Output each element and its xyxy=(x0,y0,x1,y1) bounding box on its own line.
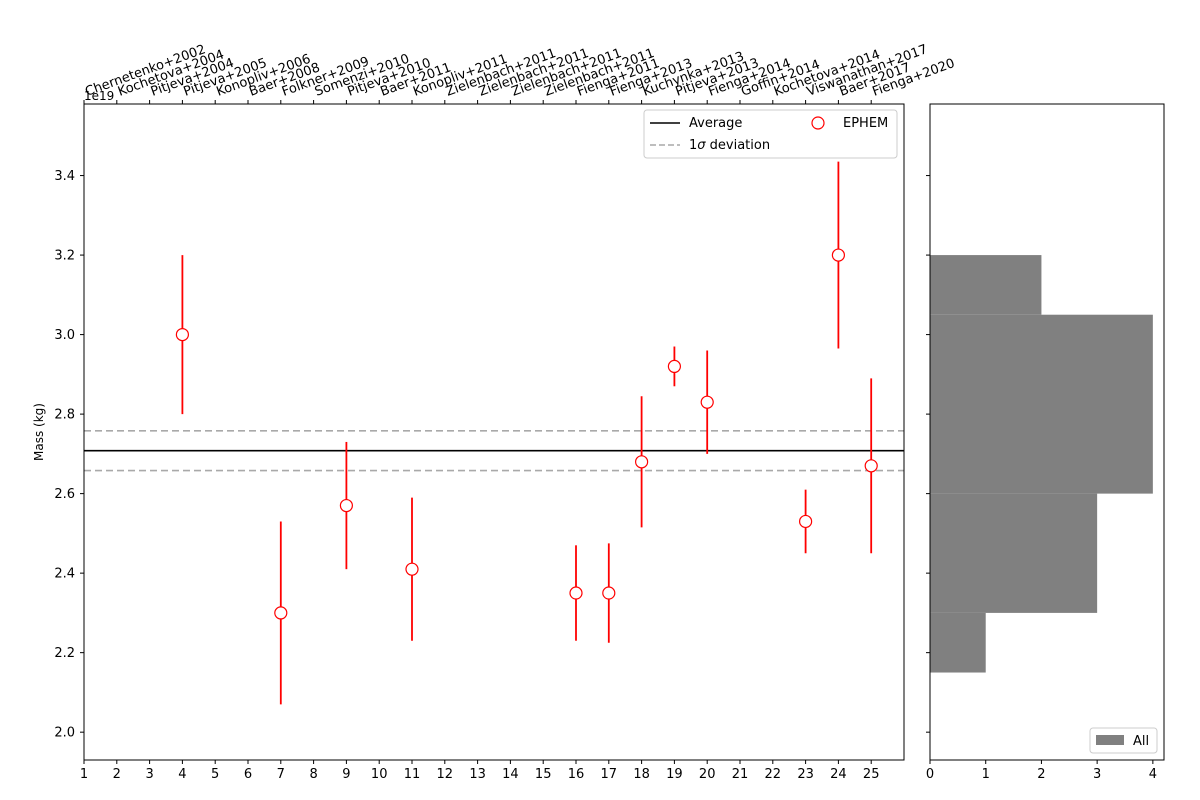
histogram-axes: 0 1 2 3 4 All xyxy=(926,103,1165,782)
main-axes: 1 2 3 4 5 6 7 8 9 10 11 12 13 14 15 16 17 18 19 20 21 22 23 24 2… xyxy=(32,42,957,782)
point-marker xyxy=(634,455,649,469)
y-tick-label: 2.6 xyxy=(54,487,75,502)
point-marker xyxy=(339,498,353,513)
data-point xyxy=(339,441,353,570)
histogram-x-tick-label: 4 xyxy=(1149,767,1157,782)
data-point xyxy=(175,255,189,415)
reference-lines xyxy=(84,430,904,472)
legend-box xyxy=(643,109,898,159)
legend-sigma-suffix: deviation xyxy=(706,138,771,153)
histogram-legend-label: All xyxy=(1133,734,1149,749)
x-tick-label: 24 xyxy=(830,767,847,782)
histogram-x-tick-label: 1 xyxy=(982,767,990,782)
x-tick-label: 21 xyxy=(732,767,749,782)
histogram-axes-frame xyxy=(929,103,1165,761)
x-tick-label: 25 xyxy=(863,767,880,782)
y-axis-label: Mass (kg) xyxy=(32,403,46,461)
x-tick-label: 22 xyxy=(765,767,782,782)
histogram-x-tick-label: 3 xyxy=(1093,767,1101,782)
legend-average-label: Average xyxy=(689,116,742,131)
x-tick-label: 5 xyxy=(211,767,219,782)
y-offset-label: 1e19 xyxy=(84,89,114,103)
point-marker xyxy=(700,395,714,409)
x-tick-label: 23 xyxy=(797,767,814,782)
y-tick-label: 2.4 xyxy=(54,567,75,582)
x-tick-label: 19 xyxy=(666,767,683,782)
point-marker xyxy=(798,514,813,529)
y-ticks: 2.0 2.2 2.4 2.6 2.8 3.0 3.2 3.4 xyxy=(54,169,84,741)
x-tick-label: 8 xyxy=(309,767,317,782)
data-point xyxy=(602,543,616,643)
legend-ephem-marker xyxy=(811,116,825,130)
point-marker xyxy=(569,586,583,600)
data-point xyxy=(569,545,583,641)
y-tick-label: 3.4 xyxy=(54,169,75,184)
histogram-bar xyxy=(930,314,1153,494)
data-point xyxy=(798,489,813,554)
histogram-bar xyxy=(930,255,1042,315)
histogram-x-tick-label: 2 xyxy=(1037,767,1045,782)
x-tick-label: 16 xyxy=(568,767,585,782)
y-tick-label: 3.0 xyxy=(54,328,75,343)
legend-sigma-prefix: 1 xyxy=(689,138,697,153)
point-marker xyxy=(667,359,682,373)
x-tick-label: 4 xyxy=(178,767,186,782)
data-point xyxy=(831,161,846,349)
x-tick-label: 12 xyxy=(437,767,454,782)
legend-sigma-symbol: σ xyxy=(697,138,706,153)
bottom-x-ticks: 1 2 3 4 5 6 7 8 9 10 11 12 13 14 15 16 17 18 19 20 21 22 23 24 2… xyxy=(80,760,880,782)
histogram-x-tick-label: 0 xyxy=(926,767,934,782)
x-tick-label: 18 xyxy=(633,767,650,782)
histogram-bar xyxy=(930,493,1098,613)
x-tick-label: 3 xyxy=(145,767,153,782)
x-tick-label: 1 xyxy=(80,767,88,782)
y-tick-label: 2.2 xyxy=(54,646,75,661)
y-tick-label: 2.8 xyxy=(54,408,75,423)
point-marker xyxy=(864,459,878,473)
y-tick-label: 2.0 xyxy=(54,726,75,741)
x-tick-label: 13 xyxy=(469,767,486,782)
y-tick-label: 3.2 xyxy=(54,249,75,264)
histogram-x-ticks: 0 1 2 3 4 xyxy=(926,760,1157,782)
x-tick-label: 14 xyxy=(502,767,519,782)
main-legend: Average 1σ deviation EPHEM xyxy=(643,109,898,159)
x-tick-label: 10 xyxy=(371,767,388,782)
histogram-legend-swatch xyxy=(1096,735,1124,745)
point-marker xyxy=(405,562,419,576)
main-axes-frame xyxy=(83,103,905,761)
histogram-y-ticks xyxy=(926,175,930,733)
x-tick-label: 20 xyxy=(699,767,716,782)
data-point xyxy=(864,378,878,554)
data-point xyxy=(274,521,288,705)
histogram-bars xyxy=(930,255,1153,673)
legend-ephem-label: EPHEM xyxy=(843,116,888,131)
histogram-legend: All xyxy=(1089,727,1158,754)
x-tick-label: 9 xyxy=(342,767,350,782)
x-tick-label: 17 xyxy=(601,767,618,782)
point-marker xyxy=(274,606,288,620)
x-tick-label: 11 xyxy=(404,767,421,782)
point-marker xyxy=(602,586,616,600)
data-point xyxy=(634,396,649,528)
legend-sigma-label: 1σ deviation xyxy=(689,138,770,153)
x-tick-label: 7 xyxy=(277,767,285,782)
histogram-bar xyxy=(930,612,986,673)
data-point xyxy=(700,350,714,454)
x-tick-label: 2 xyxy=(113,767,121,782)
data-point xyxy=(667,346,682,387)
point-marker xyxy=(175,327,189,342)
data-points xyxy=(175,161,878,705)
top-x-ticks: Chernetenko+2002Kochetova+2004Pitjeva+20… xyxy=(83,42,957,104)
data-point xyxy=(405,497,419,641)
x-tick-label: 15 xyxy=(535,767,552,782)
point-marker xyxy=(831,248,846,262)
x-tick-label: 6 xyxy=(244,767,252,782)
